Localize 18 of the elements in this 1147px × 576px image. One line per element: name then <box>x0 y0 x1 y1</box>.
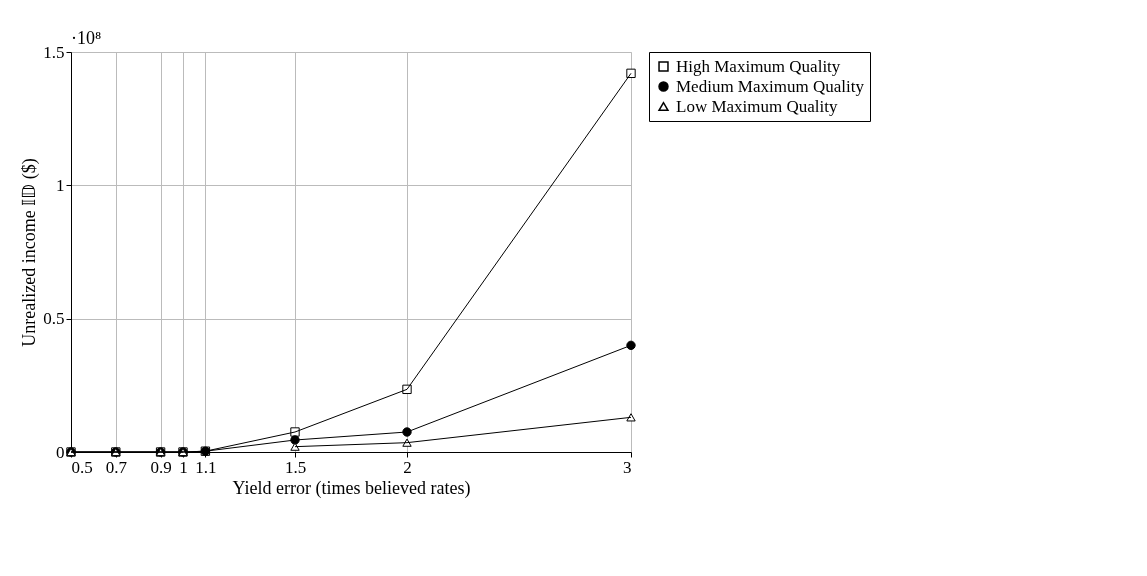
x-tick-label: 2 <box>403 457 412 477</box>
x-tick-label: 0.9 <box>150 457 172 477</box>
y-tick-label: 1 <box>56 175 65 195</box>
x-tick-label: 3 <box>623 457 632 477</box>
y-tick-label: 0.5 <box>43 309 65 329</box>
y-tick-label: 1.5 <box>43 42 65 62</box>
y-tick-label: 0 <box>56 442 65 462</box>
x-axis-title: Yield error (times believed rates) <box>232 477 471 499</box>
x-tick-label: 1.5 <box>284 457 307 477</box>
text: ·10⁸ <box>71 28 102 48</box>
x-tick-label: 1.1 <box>195 457 217 477</box>
y-axis-title: Unrealized income 𝕀𝔻 ($) <box>19 158 41 347</box>
legend-label: High Maximum Quality <box>676 56 841 76</box>
x-tick-label: 0.5 <box>71 457 93 477</box>
x-tick-label: 1 <box>179 457 188 477</box>
legend-label: Low Maximum Quality <box>676 96 838 116</box>
x-tick-label: 0.7 <box>105 457 128 477</box>
legend-label: Medium Maximum Quality <box>676 76 865 96</box>
